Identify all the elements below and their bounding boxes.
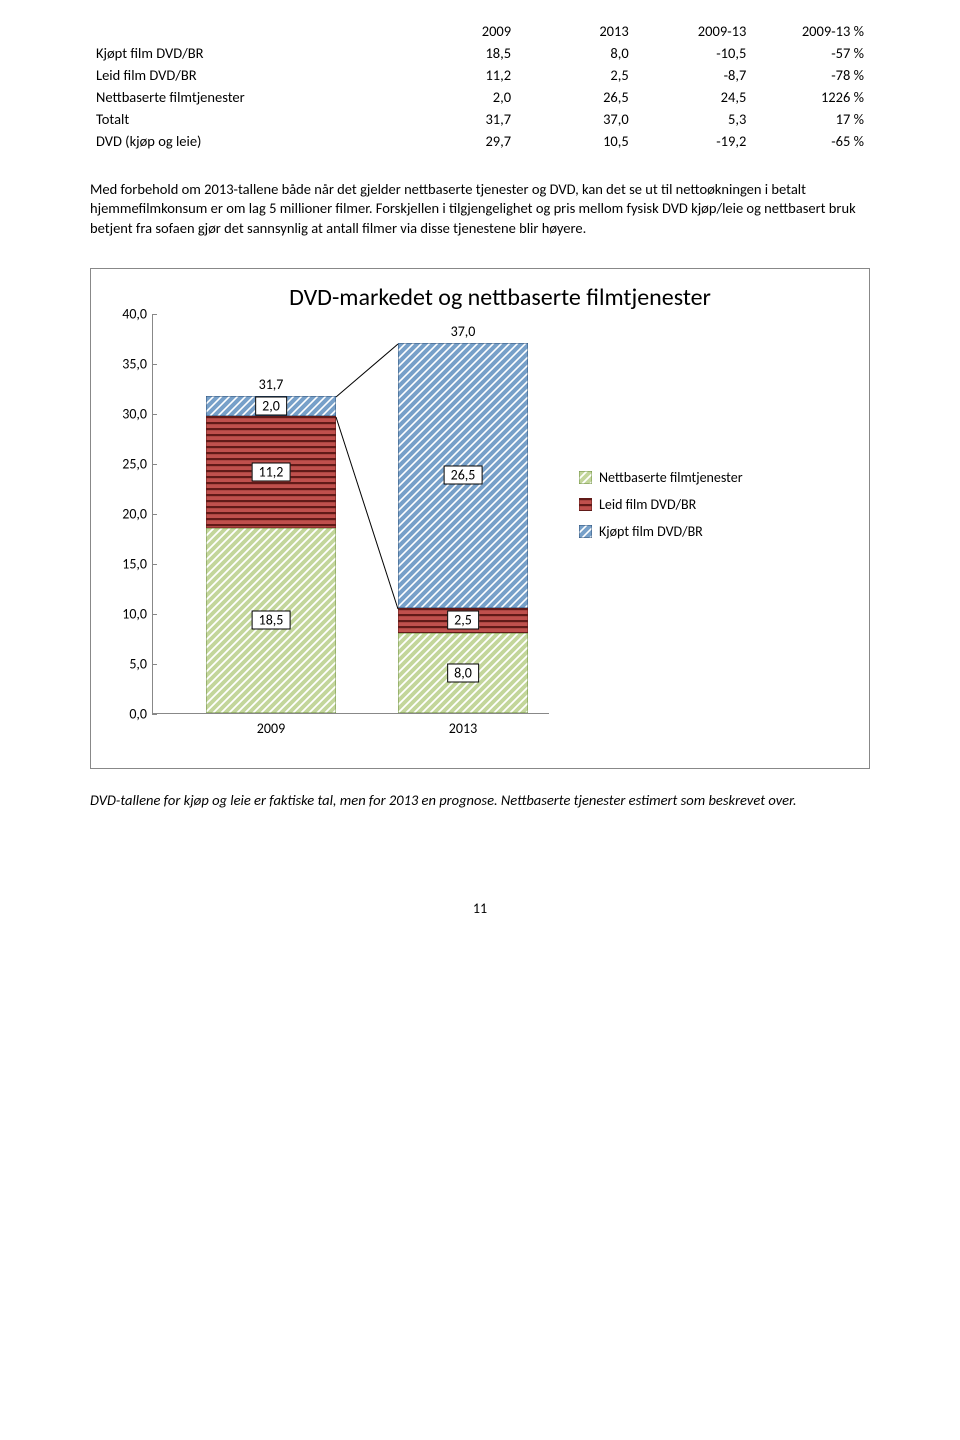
- cell: Kjøpt film DVD/BR: [90, 42, 400, 64]
- legend-item: Kjøpt film DVD/BR: [579, 523, 743, 540]
- cell: 31,7: [400, 108, 518, 130]
- cell: 2,5: [517, 64, 635, 86]
- th-2009: 2009: [400, 20, 518, 42]
- cell: 2,0: [400, 86, 518, 108]
- th-pct: 2009-13 %: [752, 20, 870, 42]
- cell: 8,0: [517, 42, 635, 64]
- bar-segment: 8,0: [398, 633, 528, 713]
- paragraph-1: Med forbehold om 2013-tallene både når d…: [90, 180, 870, 238]
- cell: 5,3: [635, 108, 753, 130]
- th-2013: 2013: [517, 20, 635, 42]
- cell: 26,5: [517, 86, 635, 108]
- legend-swatch-icon: [579, 471, 592, 484]
- chart-title: DVD-markedet og nettbaserte filmtjeneste…: [149, 283, 851, 312]
- cell: 11,2: [400, 64, 518, 86]
- legend-item: Leid film DVD/BR: [579, 496, 743, 513]
- cell: -65 %: [752, 130, 870, 152]
- bar-segment-label: 2,5: [447, 611, 479, 630]
- table-header-row: 2009 2013 2009-13 2009-13 %: [90, 20, 870, 42]
- bar-column: 26,5 2,5 8,0: [398, 343, 528, 713]
- y-tick-label: 10,0: [107, 605, 147, 622]
- legend-item: Nettbaserte filmtjenester: [579, 469, 743, 486]
- cell: -19,2: [635, 130, 753, 152]
- y-tick-label: 35,0: [107, 355, 147, 372]
- cell: 24,5: [635, 86, 753, 108]
- bar-segment-label: 18,5: [252, 611, 291, 630]
- cell: 1226 %: [752, 86, 870, 108]
- legend-label: Kjøpt film DVD/BR: [599, 523, 703, 540]
- bar-segment: 2,0: [206, 396, 336, 416]
- y-tick-label: 30,0: [107, 405, 147, 422]
- cell: Totalt: [90, 108, 400, 130]
- y-tick-label: 5,0: [107, 655, 147, 672]
- table-row: Leid film DVD/BR 11,2 2,5 -8,7 -78 %: [90, 64, 870, 86]
- table-row: DVD (kjøp og leie) 29,7 10,5 -19,2 -65 %: [90, 130, 870, 152]
- table-row: Nettbaserte filmtjenester 2,0 26,5 24,5 …: [90, 86, 870, 108]
- bar-total-label: 37,0: [451, 323, 476, 340]
- cell: -10,5: [635, 42, 753, 64]
- y-tick-label: 40,0: [107, 305, 147, 322]
- cell: DVD (kjøp og leie): [90, 130, 400, 152]
- chart-caption: DVD-tallene for kjøp og leie er faktiske…: [90, 791, 870, 810]
- page-number: 11: [90, 900, 870, 917]
- cell: 10,5: [517, 130, 635, 152]
- legend-label: Leid film DVD/BR: [599, 496, 696, 513]
- x-tick-label: 2013: [449, 720, 477, 737]
- cell: -8,7: [635, 64, 753, 86]
- y-tick-label: 0,0: [107, 705, 147, 722]
- bar-segment: 26,5: [398, 343, 528, 608]
- x-tick-label: 2009: [257, 720, 285, 737]
- y-tick-label: 20,0: [107, 505, 147, 522]
- data-table: 2009 2013 2009-13 2009-13 % Kjøpt film D…: [90, 20, 870, 152]
- cell: -57 %: [752, 42, 870, 64]
- th-blank: [90, 20, 400, 42]
- bar-segment-label: 11,2: [252, 462, 291, 481]
- bar-column: 2,0 11,2 18,5: [206, 396, 336, 713]
- bar-segment-label: 8,0: [447, 663, 479, 682]
- th-diff: 2009-13: [635, 20, 753, 42]
- bar-segment-label: 26,5: [444, 466, 483, 485]
- table-row: Kjøpt film DVD/BR 18,5 8,0 -10,5 -57 %: [90, 42, 870, 64]
- chart-legend: Nettbaserte filmtjenester Leid film DVD/…: [579, 469, 743, 754]
- cell: 17 %: [752, 108, 870, 130]
- y-tick-label: 25,0: [107, 455, 147, 472]
- y-tick-label: 15,0: [107, 555, 147, 572]
- bar-segment-label: 2,0: [255, 396, 287, 415]
- table-row: Totalt 31,7 37,0 5,3 17 %: [90, 108, 870, 130]
- cell: Leid film DVD/BR: [90, 64, 400, 86]
- bar-segment: 2,5: [398, 608, 528, 633]
- bar-segment: 11,2: [206, 416, 336, 528]
- bar-segment: 18,5: [206, 528, 336, 713]
- cell: -78 %: [752, 64, 870, 86]
- legend-swatch-icon: [579, 498, 592, 511]
- bar-total-label: 31,7: [259, 376, 284, 393]
- chart-container: DVD-markedet og nettbaserte filmtjeneste…: [90, 268, 870, 769]
- cell: 29,7: [400, 130, 518, 152]
- chart-plot: 0,05,010,015,020,025,030,035,040,02,011,…: [109, 314, 549, 754]
- cell: Nettbaserte filmtjenester: [90, 86, 400, 108]
- legend-label: Nettbaserte filmtjenester: [599, 469, 743, 486]
- cell: 37,0: [517, 108, 635, 130]
- cell: 18,5: [400, 42, 518, 64]
- legend-swatch-icon: [579, 525, 592, 538]
